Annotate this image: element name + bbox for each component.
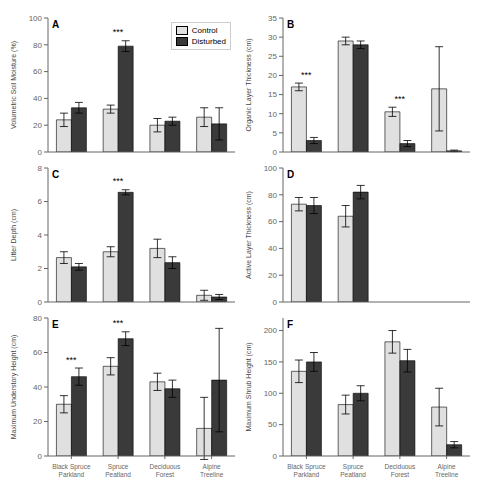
svg-text:60: 60 [268, 217, 277, 226]
svg-text:200: 200 [264, 326, 278, 335]
svg-text:50: 50 [268, 420, 277, 429]
svg-text:Volumetric Soil Moisture (%): Volumetric Soil Moisture (%) [10, 41, 18, 129]
svg-text:SprucePeatland: SprucePeatland [340, 463, 366, 478]
svg-text:15: 15 [268, 90, 277, 99]
svg-text:0: 0 [273, 452, 278, 461]
svg-text:4: 4 [38, 231, 43, 240]
svg-text:0: 0 [273, 298, 278, 307]
svg-text:***: *** [113, 27, 124, 37]
svg-text:10: 10 [268, 110, 277, 119]
html-text:Control: Control [191, 26, 218, 35]
svg-text:100: 100 [264, 164, 278, 173]
svg-text:0: 0 [38, 452, 43, 461]
svg-text:Maximum Shrub Height (cm): Maximum Shrub Height (cm) [245, 342, 253, 431]
svg-text:40: 40 [33, 383, 42, 392]
svg-text:40: 40 [268, 244, 277, 253]
svg-text:0: 0 [38, 148, 43, 157]
svg-text:100: 100 [29, 14, 43, 23]
svg-text:25: 25 [268, 52, 277, 61]
svg-text:DeciduousForest: DeciduousForest [385, 463, 416, 478]
svg-text:Litter Depth (cm): Litter Depth (cm) [10, 209, 18, 261]
html-text:Disturbed: Disturbed [191, 37, 226, 46]
html-text:B: B [287, 19, 295, 30]
svg-text:***: *** [113, 176, 124, 186]
svg-text:Active Layer Thickness (cm): Active Layer Thickness (cm) [245, 191, 253, 279]
svg-text:60: 60 [33, 348, 42, 357]
svg-text:Organic Layer Thickness (cm): Organic Layer Thickness (cm) [245, 38, 253, 131]
svg-text:***: *** [301, 70, 312, 80]
svg-text:0: 0 [38, 298, 43, 307]
svg-text:6: 6 [38, 197, 43, 206]
svg-text:SprucePeatland: SprucePeatland [105, 463, 131, 478]
svg-text:20: 20 [33, 417, 42, 426]
svg-text:0: 0 [273, 148, 278, 157]
html-text:F: F [287, 319, 294, 330]
svg-text:20: 20 [268, 271, 277, 280]
svg-text:***: *** [395, 94, 406, 104]
svg-text:80: 80 [33, 314, 42, 323]
svg-text:5: 5 [273, 129, 278, 138]
svg-text:AlpineTreeline: AlpineTreeline [200, 463, 224, 478]
svg-text:80: 80 [268, 191, 277, 200]
svg-text:2: 2 [38, 264, 43, 273]
svg-text:35: 35 [268, 14, 277, 23]
svg-text:8: 8 [38, 164, 43, 173]
svg-text:AlpineTreeline: AlpineTreeline [435, 463, 459, 478]
html-text:C: C [52, 169, 60, 180]
svg-text:***: *** [66, 355, 77, 365]
svg-text:20: 20 [33, 121, 42, 130]
html-text:D: D [287, 169, 295, 180]
svg-text:Maximum Understory Height (cm): Maximum Understory Height (cm) [10, 335, 18, 440]
svg-text:150: 150 [264, 358, 278, 367]
svg-text:60: 60 [33, 67, 42, 76]
svg-text:Black SpruceParkland: Black SpruceParkland [287, 463, 326, 478]
svg-text:***: *** [113, 318, 124, 328]
svg-text:20: 20 [268, 71, 277, 80]
svg-text:80: 80 [33, 41, 42, 50]
svg-text:40: 40 [33, 94, 42, 103]
svg-text:100: 100 [264, 389, 278, 398]
svg-text:30: 30 [268, 33, 277, 42]
svg-text:DeciduousForest: DeciduousForest [150, 463, 181, 478]
svg-text:Black SpruceParkland: Black SpruceParkland [52, 463, 91, 478]
html-text:E: E [52, 319, 59, 330]
html-text:A: A [52, 19, 60, 30]
